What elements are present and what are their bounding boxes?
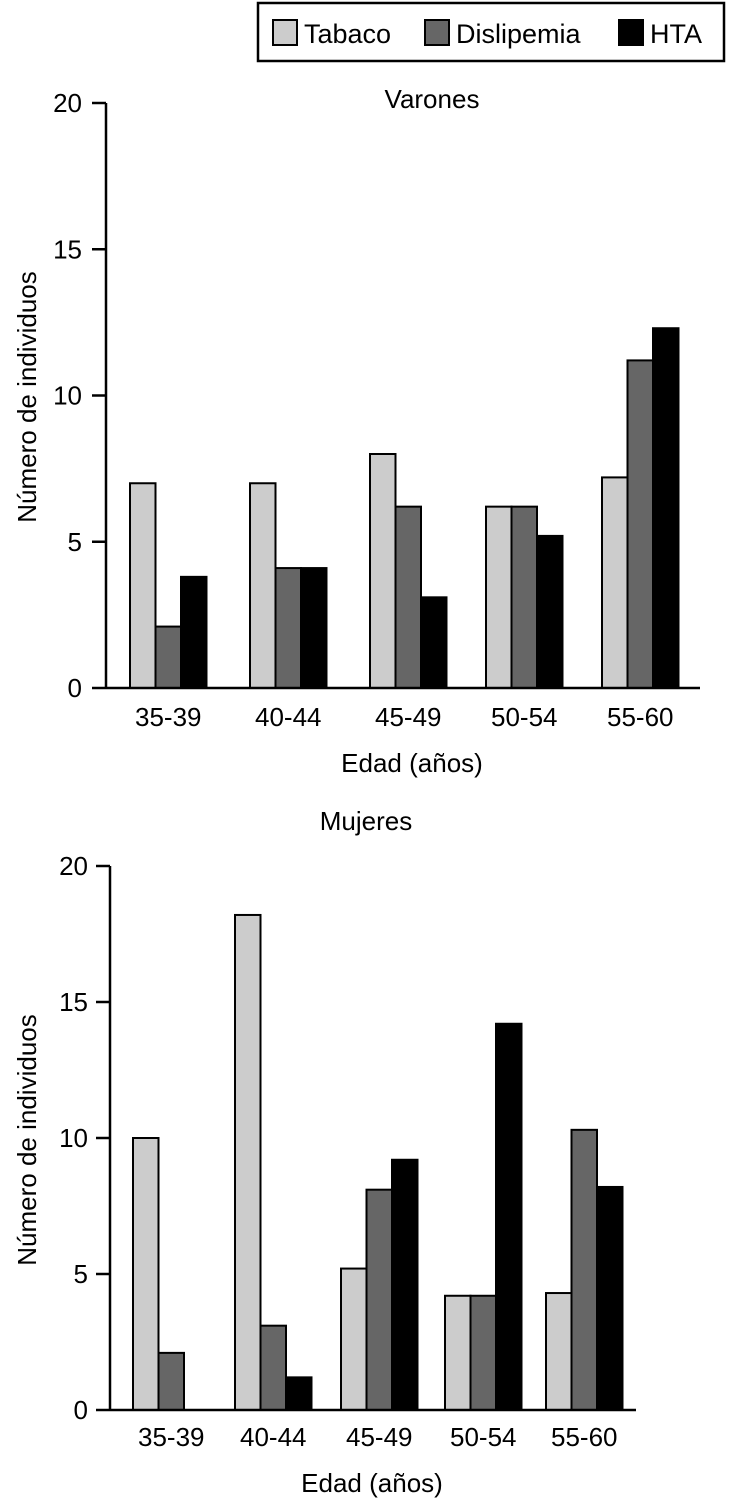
bar-varones-35-39-dislipemia: [154, 625, 182, 690]
legend-swatch-tabaco: [272, 19, 298, 46]
bar-varones-50-54-hta: [536, 534, 564, 690]
x-tick-label: 50-54: [450, 1422, 517, 1452]
y-tick-label: 5: [74, 1259, 88, 1289]
bar-varones-50-54-tabaco: [485, 505, 513, 689]
bar-varones-40-44-hta: [300, 567, 328, 690]
chart-panel-mujeres: Mujeres Número de individuos Edad (años)…: [12, 806, 636, 1498]
bars-varones: [129, 327, 680, 690]
bar-mujeres-55-60-dislipemia: [570, 1128, 598, 1411]
bar-mujeres-40-44-hta: [285, 1376, 313, 1411]
x-tick-label: 50-54: [491, 702, 558, 732]
x-axis-title-mujeres: Edad (años): [301, 1468, 443, 1498]
bar-mujeres-45-49-dislipemia: [365, 1188, 393, 1412]
bar-varones-35-39-tabaco: [129, 482, 157, 689]
y-tick-label: 5: [68, 527, 82, 557]
y-tick-label: 0: [68, 673, 82, 703]
bar-mujeres-35-39-dislipemia: [157, 1351, 185, 1412]
x-ticks-mujeres: 35-39 40-44 45-49 50-54 55-60: [138, 1422, 618, 1452]
bar-mujeres-45-49-hta: [391, 1158, 419, 1412]
bar-mujeres-50-54-tabaco: [444, 1294, 472, 1412]
bar-varones-45-49-dislipemia: [394, 505, 422, 689]
legend-label-hta: HTA: [650, 19, 702, 49]
x-ticks-varones: 35-39 40-44 45-49 50-54 55-60: [135, 702, 674, 732]
bar-varones-35-39-hta: [180, 575, 208, 689]
y-tick-label: 15: [59, 987, 88, 1017]
bar-mujeres-50-54-hta: [495, 1022, 523, 1411]
panel-title-varones: Varones: [385, 84, 480, 114]
bar-varones-50-54-dislipemia: [510, 505, 538, 689]
x-tick-label: 45-49: [346, 1422, 413, 1452]
y-ticks-varones: 0 5 10 15 20: [53, 88, 106, 703]
x-axis-title-varones: Edad (años): [341, 748, 483, 778]
bar-mujeres-35-39-tabaco: [132, 1137, 160, 1411]
y-tick-label: 10: [53, 381, 82, 411]
legend-label-tabaco: Tabaco: [304, 19, 391, 49]
bar-mujeres-50-54-dislipemia: [469, 1294, 497, 1412]
bar-mujeres-45-49-tabaco: [340, 1267, 368, 1412]
bar-mujeres-40-44-dislipemia: [259, 1324, 287, 1412]
x-tick-label: 40-44: [255, 702, 322, 732]
bar-varones-40-44-dislipemia: [274, 567, 302, 690]
legend-swatch-dislipemia: [424, 19, 450, 46]
x-tick-label: 55-60: [607, 702, 674, 732]
y-tick-label: 10: [59, 1123, 88, 1153]
bar-varones-55-60-tabaco: [601, 476, 629, 689]
chart-panel-varones: Varones Número de individuos Edad (años)…: [12, 84, 700, 778]
bars-mujeres: [132, 913, 624, 1412]
y-tick-label: 20: [59, 851, 88, 881]
y-ticks-mujeres: 0 5 10 15 20: [59, 851, 110, 1425]
x-tick-label: 35-39: [135, 702, 202, 732]
y-tick-label: 20: [53, 88, 82, 118]
y-axis-title-varones: Número de individuos: [12, 271, 42, 522]
x-tick-label: 40-44: [240, 1422, 307, 1452]
legend-swatch-hta: [618, 19, 644, 46]
bar-mujeres-55-60-tabaco: [545, 1292, 573, 1412]
bar-varones-55-60-dislipemia: [626, 359, 654, 689]
bar-varones-55-60-hta: [652, 327, 680, 689]
legend-label-dislipemia: Dislipemia: [456, 19, 582, 49]
legend-box: [256, 1, 726, 63]
bar-varones-45-49-tabaco: [369, 453, 397, 689]
legend: Tabaco Dislipemia HTA: [256, 1, 726, 63]
y-tick-label: 15: [53, 234, 82, 264]
bar-mujeres-40-44-tabaco: [234, 913, 262, 1412]
y-tick-label: 0: [74, 1395, 88, 1425]
x-tick-label: 35-39: [138, 1422, 205, 1452]
bar-mujeres-55-60-hta: [596, 1185, 624, 1411]
panel-title-mujeres: Mujeres: [320, 806, 412, 836]
y-axis-title-mujeres: Número de individuos: [12, 1014, 42, 1265]
bar-varones-40-44-tabaco: [249, 482, 277, 689]
x-tick-label: 45-49: [375, 702, 442, 732]
bar-varones-45-49-hta: [420, 596, 448, 690]
x-tick-label: 55-60: [551, 1422, 618, 1452]
